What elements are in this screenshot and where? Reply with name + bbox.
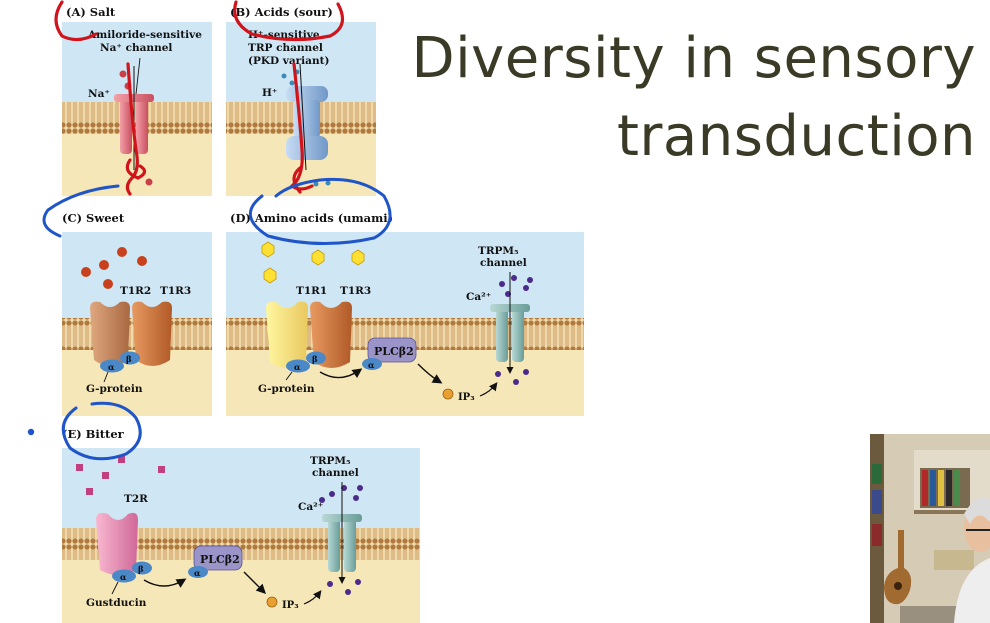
bitter-receptor-label: T2R (124, 493, 148, 505)
bitter-ip3: IP₃ (266, 596, 299, 611)
panel-umami: (D) Amino acids (umami) T1R1 T1R3 α β G-… (226, 211, 584, 416)
svg-text:α: α (194, 569, 201, 579)
svg-text:PLCβ2: PLCβ2 (374, 345, 414, 358)
panel-salt: (A) Salt Amiloride-sensitive Na⁺ channel… (62, 5, 212, 196)
bitter-gprotein-label: Gustducin (86, 597, 147, 609)
svg-text:α: α (120, 573, 127, 583)
bitter-receptor-t2r (96, 512, 138, 575)
sour-channel-label-3: (PKD variant) (248, 55, 329, 67)
sweet-receptor-t1r3 (132, 301, 172, 366)
umami-receptor-t1r3 (310, 301, 352, 368)
sweet-receptor1-label: T1R2 (120, 285, 151, 297)
umami-receptor2-label: T1R3 (340, 285, 371, 297)
salt-ion-label: Na⁺ (88, 88, 110, 100)
sour-channel-label-2: TRP channel (248, 42, 323, 54)
panel-sweet: (C) Sweet T1R2 T1R3 α β G-protein (62, 211, 212, 416)
bitter-channel-label-2: channel (312, 467, 359, 479)
bitter-ion-label: Ca²⁺ (298, 501, 323, 513)
salt-channel-label-2: Na⁺ channel (100, 42, 172, 54)
umami-ion-label: Ca²⁺ (466, 291, 491, 303)
umami-channel-label-1: TRPM₅ (478, 245, 519, 257)
blue-ink-annotations (27, 177, 392, 461)
svg-text:IP₃: IP₃ (458, 392, 475, 403)
umami-receptor1-label: T1R1 (296, 285, 327, 297)
umami-channel-label-2: channel (480, 257, 527, 269)
sweet-gprotein-label: G-protein (86, 383, 143, 395)
red-ink-annotations (54, 0, 345, 196)
svg-text:PLCβ2: PLCβ2 (200, 553, 240, 566)
umami-receptor-t1r1 (266, 301, 308, 368)
bitter-channel-label-1: TRPM₅ (310, 455, 351, 467)
sweet-g-protein: α β (100, 351, 140, 373)
umami-heading: (D) Amino acids (umami) (230, 211, 393, 225)
salt-heading: (A) Salt (66, 5, 116, 19)
sweet-receptor-t1r2 (90, 301, 130, 366)
sour-ion-label: H⁺ (262, 87, 277, 99)
sweet-receptor2-label: T1R3 (160, 285, 191, 297)
svg-text:α: α (368, 361, 375, 371)
umami-g-protein: α β (286, 351, 326, 373)
salt-channel-label-1: Amiloride-sensitive (87, 29, 202, 41)
sweet-heading: (C) Sweet (62, 211, 125, 225)
svg-text:α: α (108, 363, 115, 373)
sour-heading: (B) Acids (sour) (230, 5, 333, 19)
panel-sour: (B) Acids (sour) H⁺-sensitive TRP channe… (226, 5, 376, 196)
svg-text:α: α (294, 363, 301, 373)
panel-bitter: (E) Bitter T2R α β Gustducin PLCβ2 α (62, 427, 420, 623)
svg-text:β: β (126, 355, 132, 365)
umami-ip3: IP₃ (442, 388, 475, 403)
slide-title-line-2: transduction (616, 104, 976, 169)
svg-text:IP₃: IP₃ (282, 600, 299, 611)
slide-title-line-1: Diversity in sensory (411, 26, 976, 91)
bitter-heading: (E) Bitter (62, 427, 125, 441)
umami-gprotein-label: G-protein (258, 383, 315, 395)
bitter-plc-enzyme: PLCβ2 α (188, 545, 243, 579)
svg-text:β: β (312, 355, 318, 365)
umami-plc-enzyme: PLCβ2 α (362, 337, 417, 371)
presenter-video-icon (870, 434, 990, 623)
svg-text:β: β (138, 565, 144, 575)
bitter-g-protein: α β (112, 561, 152, 583)
